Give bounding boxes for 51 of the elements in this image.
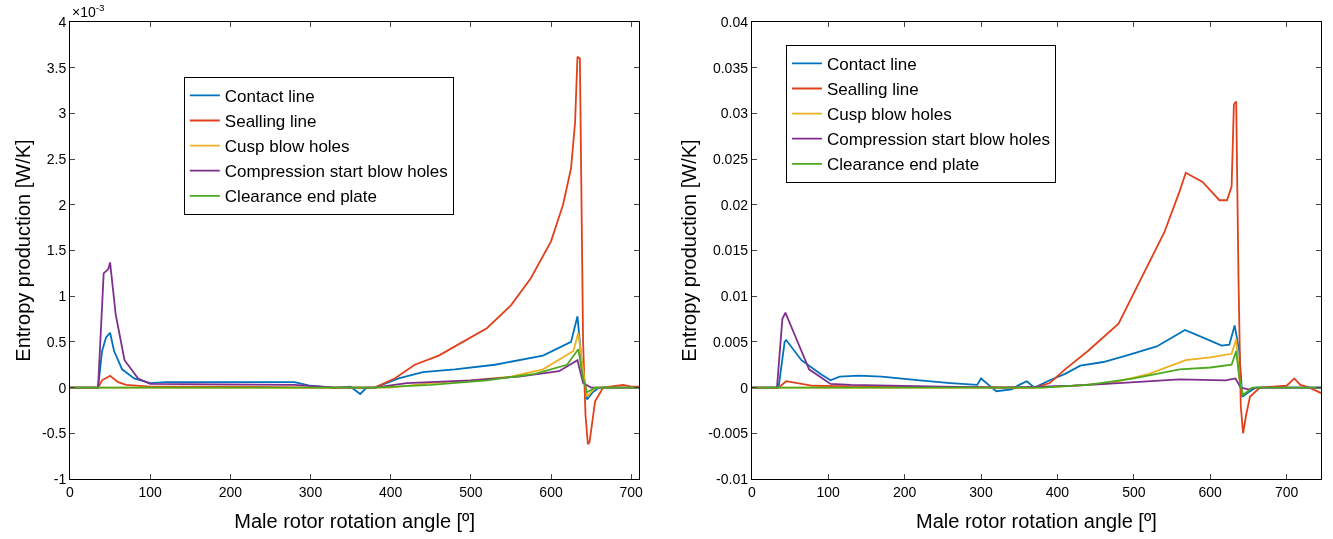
y-tick-label: 0.04 — [720, 13, 749, 30]
legend-label: Compression start blow holes — [224, 162, 448, 182]
y-tick-label: 0.015 — [712, 242, 749, 259]
x-tick-label: 300 — [298, 483, 323, 500]
y-tick-label: 0 — [58, 379, 67, 396]
x-tick-label: 100 — [138, 483, 163, 500]
y-tick-label: 0.025 — [712, 151, 749, 167]
y-tick-label: 0.01 — [720, 288, 749, 305]
y-tick-label: 1.5 — [46, 242, 67, 259]
y-tick-label: 3 — [58, 105, 67, 122]
y-tick-label: -1 — [53, 470, 67, 487]
x-tick-label: 300 — [969, 483, 993, 500]
legend-label: Cusp blow holes — [224, 137, 350, 157]
y-tick-label: 0.005 — [712, 333, 749, 350]
x-tick-label: 600 — [1198, 483, 1223, 500]
x-tick-label: 600 — [539, 483, 563, 500]
y-tick-label: 0.02 — [720, 196, 749, 213]
x-axis-title: Male rotor rotation angle [º] — [234, 510, 475, 533]
y-tick-label: 0.5 — [46, 333, 67, 350]
x-tick-label: 700 — [619, 483, 644, 500]
x-tick-label: 500 — [459, 483, 483, 500]
legend-label: Contact line — [826, 55, 917, 75]
x-tick-label: 100 — [816, 483, 841, 500]
x-tick-label: 700 — [1274, 483, 1299, 500]
x-tick-label: 200 — [892, 483, 917, 500]
legend-label: Cusp blow holes — [826, 105, 952, 125]
y-tick-label: 0.035 — [712, 59, 749, 76]
legend-label: Clearance end plate — [224, 187, 378, 207]
x-tick-label: 400 — [379, 483, 403, 500]
y-tick-label: -0.5 — [42, 425, 67, 442]
x-tick-label: 400 — [1045, 483, 1070, 500]
y-tick-label: 3.5 — [46, 59, 67, 76]
x-tick-label: 500 — [1122, 483, 1146, 500]
y-tick-label: 0 — [740, 379, 749, 396]
y-axis-title: Entropy production [W/K] — [11, 139, 34, 362]
y-tick-label: -0.005 — [708, 425, 749, 442]
x-tick-label: 200 — [218, 483, 243, 500]
y-tick-label: 1 — [58, 288, 67, 305]
y-tick-label: -0.01 — [716, 470, 749, 487]
y-tick-label: 0.03 — [720, 105, 749, 122]
text: ×10$^{-3}$ — [72, 2, 106, 20]
y-tick-label: 2.5 — [46, 151, 67, 167]
legend-label: Sealling line — [224, 112, 317, 132]
legend-label: Sealling line — [826, 80, 919, 100]
y-axis-title: Entropy production [W/K] — [677, 139, 700, 362]
y-tick-label: 4 — [58, 13, 67, 30]
x-axis-title: Male rotor rotation angle [º] — [916, 510, 1157, 533]
y-tick-label: 2 — [58, 196, 67, 213]
legend-label: Contact line — [224, 87, 315, 107]
legend-label: Clearance end plate — [826, 155, 980, 175]
legend-label: Compression start blow holes — [826, 130, 1050, 150]
